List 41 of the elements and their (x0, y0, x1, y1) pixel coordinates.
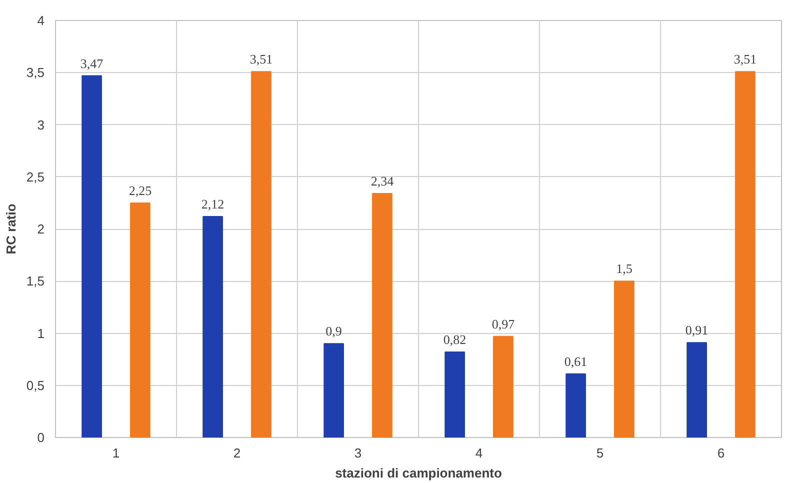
y-tick-label: 2,5 (26, 169, 45, 184)
data-label: 1,5 (616, 261, 632, 276)
bar (566, 373, 586, 438)
data-label: 0,91 (685, 322, 708, 338)
data-label: 0,82 (443, 332, 466, 348)
bar (372, 193, 392, 438)
data-label: 3,51 (250, 52, 273, 67)
data-label: 2,12 (201, 196, 224, 212)
x-tick-label: 5 (596, 446, 604, 460)
x-tick-label: 4 (475, 446, 483, 460)
data-label: 0,9 (326, 324, 342, 339)
y-tick-label: 3 (37, 117, 45, 132)
bar (493, 336, 514, 438)
x-tick-label: 6 (717, 446, 725, 460)
data-label: 0,97 (492, 316, 516, 332)
bar (444, 352, 465, 438)
y-tick-label: 3,5 (26, 65, 45, 80)
data-label: 0,61 (564, 354, 588, 369)
x-tick-label: 1 (112, 446, 120, 460)
data-label: 2,25 (128, 182, 152, 198)
bar (686, 342, 707, 438)
data-label: 3,51 (734, 52, 757, 67)
x-tick-label: 3 (354, 446, 362, 460)
x-tick-label: 2 (233, 446, 241, 460)
bar (202, 216, 223, 438)
bar (324, 343, 344, 438)
y-tick-label: 1,5 (26, 274, 45, 289)
y-tick-label: 4 (37, 13, 45, 28)
y-tick-label: 1 (37, 326, 45, 341)
bar (130, 202, 150, 438)
y-tick-label: 2 (37, 222, 45, 236)
bar (614, 280, 634, 438)
bar (251, 71, 272, 438)
data-label: 3,47 (80, 56, 104, 71)
bar (735, 71, 756, 438)
bar (82, 75, 102, 438)
y-axis-title: RC ratio (3, 204, 18, 254)
data-label: 2,34 (370, 174, 394, 189)
x-axis-title: stazioni di campionamento (335, 466, 502, 480)
y-tick-label: 0,5 (26, 378, 45, 393)
y-tick-label: 0 (37, 430, 45, 445)
